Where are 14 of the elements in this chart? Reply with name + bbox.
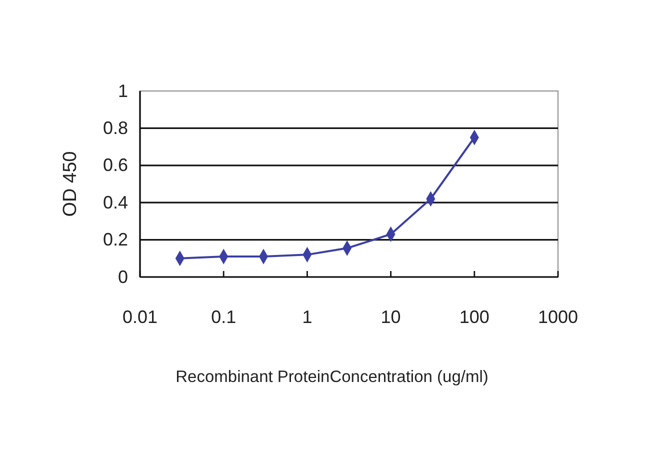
x-tick-label: 0.1	[211, 306, 236, 327]
x-tick-label: 1	[302, 306, 312, 327]
x-tick-label: 100	[459, 306, 490, 327]
y-tick-label: 0.4	[102, 192, 128, 212]
x-tick-label: 0.01	[122, 306, 158, 327]
x-tick-label: 1000	[538, 306, 578, 327]
x-tick-label: 10	[380, 306, 401, 327]
y-tick-label: 0.2	[102, 230, 128, 250]
y-tick-label: 0	[118, 266, 128, 287]
x-axis-title: Recombinant ProteinConcentration (ug/ml)	[176, 368, 488, 386]
y-tick-label: 0.6	[102, 155, 128, 176]
y-axis-title: OD 450	[60, 151, 81, 217]
y-tick-label: 1	[118, 80, 128, 101]
y-tick-label: 0.8	[102, 118, 128, 138]
